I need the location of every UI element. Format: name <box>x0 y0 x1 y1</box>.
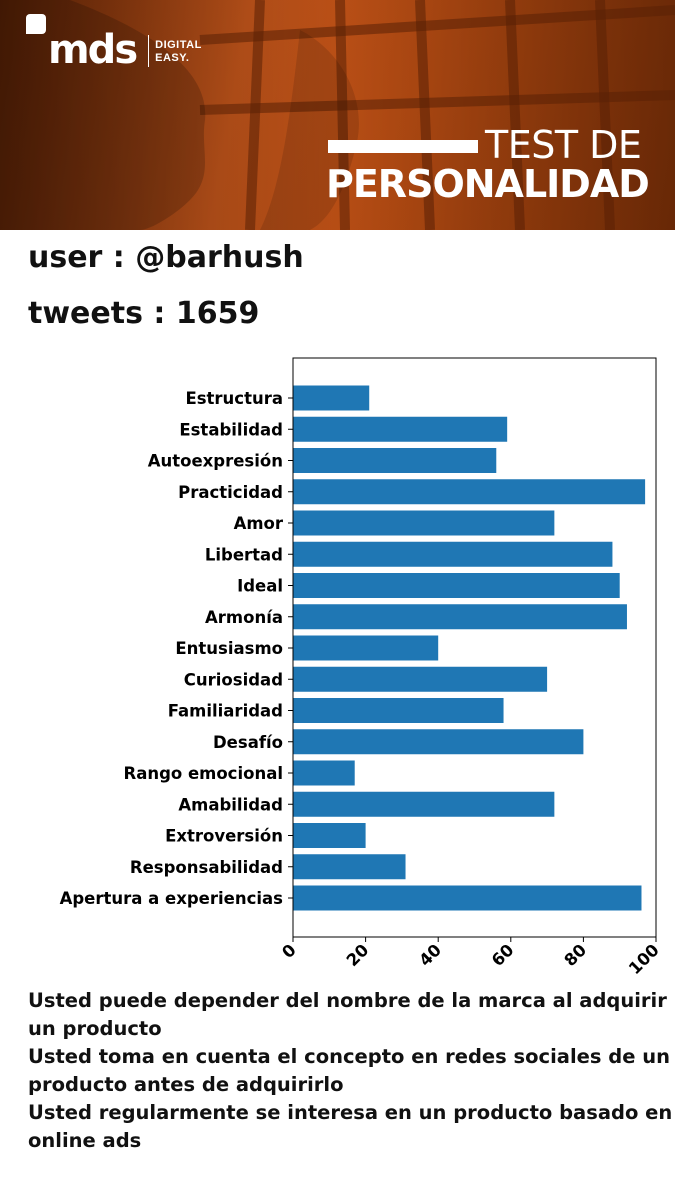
chart-bar <box>293 760 355 786</box>
header-banner: mds DIGITAL EASY. TEST DE PERSONALIDAD <box>0 0 675 230</box>
chart-bar <box>293 791 555 817</box>
chart-bar <box>293 448 497 473</box>
chart-bar <box>293 666 548 692</box>
y-tick-label: Familiaridad <box>168 702 283 721</box>
title-accent-bar <box>328 140 478 153</box>
plot-frame <box>292 357 657 938</box>
personality-bar-chart: Estructura Estabilidad Autoexpresión Practi… <box>60 357 663 978</box>
chart-bar <box>293 885 642 911</box>
y-tick-label: Entusiasmo <box>175 639 283 658</box>
x-tick-label: 100 <box>625 940 663 978</box>
y-tick-label: Practicidad <box>178 483 283 502</box>
chart-bar <box>293 541 613 567</box>
brand-logo: mds DIGITAL EASY. <box>26 14 202 70</box>
y-tick-label: Autoexpresión <box>148 452 283 471</box>
chart-bar <box>293 385 370 411</box>
y-tick-label: Desafío <box>213 733 283 752</box>
y-tick-label: Amor <box>234 514 284 533</box>
chart-bar <box>293 510 555 536</box>
title-line-1: TEST DE <box>485 123 642 167</box>
y-tick-label: Estabilidad <box>179 420 283 439</box>
message-1: Usted puede depender del nombre de la ma… <box>28 989 667 1040</box>
x-tick-label: 80 <box>561 940 591 970</box>
tweet-count: tweets : 1659 <box>28 296 260 331</box>
logo-separator <box>148 35 150 67</box>
y-tick-label: Armonía <box>205 608 283 627</box>
chart-bar <box>293 573 620 598</box>
chart-bar <box>293 698 504 723</box>
result-messages: Usted puede depender del nombre de la ma… <box>28 987 673 1155</box>
chart-bar <box>293 604 627 630</box>
message-2: Usted toma en cuenta el concepto en rede… <box>28 1045 670 1096</box>
logo-tagline-1: DIGITAL <box>155 39 202 52</box>
chart-bar <box>293 823 366 848</box>
y-tick-label: Amabilidad <box>178 795 283 814</box>
y-tick-label: Rango emocional <box>123 764 283 783</box>
banner-background-graphic <box>0 0 675 230</box>
chart-bar <box>293 635 439 661</box>
x-tick-label: 20 <box>343 940 373 970</box>
y-tick-label: Apertura a experiencias <box>60 889 284 908</box>
logo-wordmark: mds <box>48 27 138 73</box>
chart-bar <box>293 479 646 505</box>
y-tick-label: Ideal <box>237 577 283 596</box>
logo-tagline-2: EASY. <box>155 52 190 64</box>
logo-mark-icon <box>26 14 46 34</box>
chart-bar <box>293 416 508 442</box>
logo-tagline: DIGITAL EASY. <box>155 39 202 64</box>
message-3: Usted regularmente se interesa en un pro… <box>28 1101 673 1152</box>
x-tick-label: 0 <box>278 940 300 962</box>
chart-bar <box>293 729 584 755</box>
y-tick-label: Extroversión <box>165 827 283 846</box>
y-tick-label: Estructura <box>185 389 283 408</box>
user-handle: user : @barhush <box>28 240 304 275</box>
y-tick-label: Responsabilidad <box>130 858 283 877</box>
y-tick-label: Curiosidad <box>184 670 283 689</box>
x-tick-label: 60 <box>488 940 518 970</box>
chart-bar <box>293 854 406 880</box>
y-tick-label: Libertad <box>205 545 283 564</box>
x-tick-label: 40 <box>415 940 445 970</box>
title-line-2: PERSONALIDAD <box>326 162 650 206</box>
